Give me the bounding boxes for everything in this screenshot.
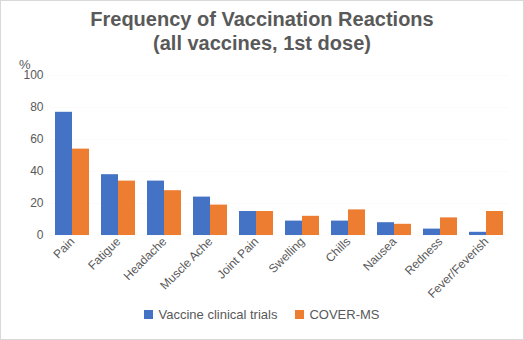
html-text:Vaccine clinical trials: Vaccine clinical trials	[158, 307, 278, 322]
html-text:COVER-MS: COVER-MS	[309, 307, 380, 322]
svg-text:Swelling: Swelling	[266, 234, 308, 276]
svg-text:Chills: Chills	[323, 234, 354, 265]
svg-text:Fatigue: Fatigue	[85, 234, 123, 272]
svg-text:0: 0	[37, 228, 44, 242]
svg-text:100: 100	[23, 68, 43, 82]
svg-text:20: 20	[30, 196, 44, 210]
svg-text:80: 80	[30, 100, 44, 114]
html-text:Frequency of Vaccination React: Frequency of Vaccination Reactions	[90, 8, 434, 30]
svg-text:Fever/Feverish: Fever/Feverish	[425, 234, 491, 300]
svg-text:Joint Pain: Joint Pain	[214, 234, 261, 281]
svg-text:Muscle Ache: Muscle Ache	[157, 234, 215, 292]
html-text:(all vaccines, 1st dose): (all vaccines, 1st dose)	[153, 32, 371, 54]
svg-text:Redness: Redness	[402, 234, 445, 277]
svg-text:60: 60	[30, 132, 44, 146]
svg-text:Nausea: Nausea	[360, 234, 399, 273]
svg-text:Pain: Pain	[50, 234, 77, 261]
svg-text:Headache: Headache	[121, 234, 170, 283]
svg-text:40: 40	[30, 164, 44, 178]
